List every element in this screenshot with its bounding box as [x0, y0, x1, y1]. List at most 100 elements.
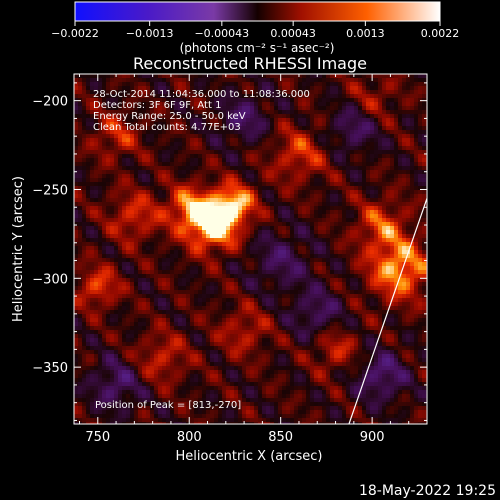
heatmap-cell: [402, 166, 406, 170]
heatmap-cell: [290, 98, 294, 102]
heatmap-cell: [182, 238, 186, 242]
heatmap-cell: [138, 178, 142, 182]
heatmap-cell: [194, 294, 198, 298]
heatmap-cell: [266, 126, 270, 130]
heatmap-cell: [390, 118, 394, 122]
heatmap-cell: [406, 150, 410, 154]
heatmap-cell: [186, 290, 190, 294]
heatmap-cell: [266, 258, 270, 262]
heatmap-cell: [194, 126, 198, 130]
heatmap-cell: [250, 126, 254, 130]
heatmap-cell: [206, 202, 210, 206]
heatmap-cell: [82, 138, 86, 142]
heatmap-cell: [358, 242, 362, 246]
heatmap-cell: [218, 294, 222, 298]
heatmap-cell: [222, 242, 226, 246]
heatmap-cell: [310, 146, 314, 150]
heatmap-cell: [78, 142, 82, 146]
heatmap-cell: [74, 126, 78, 130]
heatmap-cell: [146, 214, 150, 218]
heatmap-cell: [234, 90, 238, 94]
heatmap-cell: [342, 230, 346, 234]
heatmap-cell: [290, 154, 294, 158]
heatmap-cell: [310, 130, 314, 134]
heatmap-cell: [286, 162, 290, 166]
heatmap-cell: [106, 226, 110, 230]
heatmap-cell: [114, 130, 118, 134]
heatmap-cell: [382, 74, 386, 78]
heatmap-cell: [346, 218, 350, 222]
heatmap-cell: [290, 242, 294, 246]
heatmap-cell: [182, 242, 186, 246]
heatmap-cell: [258, 150, 262, 154]
heatmap-cell: [378, 86, 382, 90]
heatmap-cell: [386, 158, 390, 162]
heatmap-cell: [86, 278, 90, 282]
heatmap-cell: [86, 226, 90, 230]
heatmap-cell: [158, 158, 162, 162]
heatmap-cell: [98, 174, 102, 178]
heatmap-cell: [90, 242, 94, 246]
heatmap-cell: [98, 234, 102, 238]
heatmap-cell: [126, 214, 130, 218]
heatmap-cell: [354, 150, 358, 154]
heatmap-cell: [102, 134, 106, 138]
heatmap-cell: [398, 154, 402, 158]
heatmap-cell: [190, 154, 194, 158]
heatmap-cell: [398, 158, 402, 162]
heatmap-cell: [322, 142, 326, 146]
heatmap-cell: [194, 290, 198, 294]
heatmap-cell: [146, 222, 150, 226]
heatmap-cell: [290, 126, 294, 130]
heatmap-cell: [238, 74, 242, 78]
heatmap-cell: [250, 202, 254, 206]
heatmap-cell: [330, 234, 334, 238]
heatmap-cell: [414, 158, 418, 162]
heatmap-cell: [414, 210, 418, 214]
heatmap-cell: [78, 286, 82, 290]
heatmap-cell: [94, 218, 98, 222]
heatmap-cell: [390, 166, 394, 170]
heatmap-cell: [190, 158, 194, 162]
heatmap-cell: [270, 106, 274, 110]
colorbar-tick-label: −0.0022: [51, 27, 99, 40]
heatmap-cell: [118, 234, 122, 238]
heatmap-cell: [110, 146, 114, 150]
heatmap-cell: [382, 138, 386, 142]
heatmap-cell: [390, 254, 394, 258]
heatmap-cell: [346, 86, 350, 90]
heatmap-cell: [314, 238, 318, 242]
heatmap-cell: [302, 186, 306, 190]
heatmap-cell: [322, 222, 326, 226]
heatmap-cell: [182, 186, 186, 190]
heatmap-cell: [350, 142, 354, 146]
heatmap-cell: [282, 82, 286, 86]
heatmap-cell: [142, 246, 146, 250]
heatmap-cell: [338, 282, 342, 286]
heatmap-cell: [234, 130, 238, 134]
heatmap-cell: [306, 210, 310, 214]
heatmap-cell: [274, 246, 278, 250]
heatmap-cell: [106, 262, 110, 266]
heatmap-cell: [246, 90, 250, 94]
heatmap-cell: [238, 82, 242, 86]
colorbar-tick-label: 0.0022: [421, 27, 460, 40]
heatmap-cell: [230, 158, 234, 162]
heatmap-cell: [286, 250, 290, 254]
heatmap-cell: [122, 154, 126, 158]
heatmap-cell: [250, 230, 254, 234]
heatmap-cell: [406, 246, 410, 250]
heatmap-cell: [138, 142, 142, 146]
heatmap-cell: [218, 98, 222, 102]
heatmap-cell: [130, 250, 134, 254]
heatmap-cell: [374, 182, 378, 186]
heatmap-cell: [98, 74, 102, 78]
heatmap-cell: [102, 94, 106, 98]
heatmap-cell: [378, 126, 382, 130]
heatmap-cell: [162, 138, 166, 142]
heatmap-cell: [386, 278, 390, 282]
heatmap-cell: [418, 166, 422, 170]
heatmap-cell: [126, 278, 130, 282]
heatmap-cell: [322, 290, 326, 294]
heatmap-cell: [150, 226, 154, 230]
